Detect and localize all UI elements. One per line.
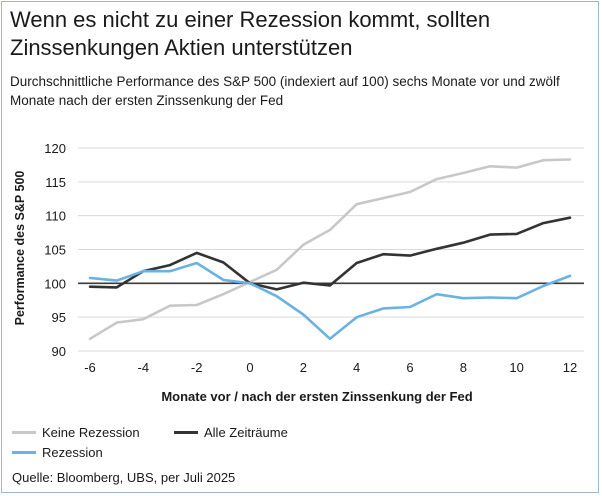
y-tick-labels: 90 95 100 105 110 115 120 bbox=[44, 141, 66, 359]
x-tick-label: 4 bbox=[353, 360, 360, 375]
x-tick-label: 10 bbox=[509, 360, 523, 375]
y-tick-label: 90 bbox=[52, 344, 66, 359]
series-line-1 bbox=[88, 216, 572, 291]
y-tick-label: 105 bbox=[44, 243, 66, 258]
y-tick-label: 115 bbox=[45, 175, 66, 190]
x-tick-label: 6 bbox=[406, 360, 413, 375]
x-tick-label: 2 bbox=[300, 360, 307, 375]
legend-item-keine-rezession: Keine Rezession bbox=[12, 424, 140, 440]
x-tick-label: 8 bbox=[460, 360, 467, 375]
legend: Keine Rezession Alle Zeiträume Rezession bbox=[12, 424, 412, 462]
y-tick-label: 120 bbox=[44, 141, 66, 156]
legend-swatch-keine-rezession bbox=[12, 430, 36, 434]
legend-label-keine-rezession: Keine Rezession bbox=[42, 424, 140, 440]
legend-swatch-alle-zeitraeume bbox=[174, 430, 198, 434]
legend-label-rezession: Rezession bbox=[42, 444, 103, 460]
legend-item-rezession: Rezession bbox=[12, 444, 103, 460]
x-axis-label: Monate vor / nach der ersten Zinssenkung… bbox=[161, 389, 472, 404]
y-tick-label: 110 bbox=[45, 209, 66, 224]
chart-subtitle: Durchschnittliche Performance des S&P 50… bbox=[10, 74, 560, 108]
grid-lines bbox=[78, 147, 584, 352]
x-tick-label: -2 bbox=[191, 360, 203, 375]
y-tick-label: 100 bbox=[44, 276, 66, 291]
series-lines bbox=[88, 158, 572, 341]
legend-label-alle-zeitraeume: Alle Zeiträume bbox=[204, 424, 288, 440]
series-line-2 bbox=[88, 261, 572, 341]
x-tick-label: 0 bbox=[246, 360, 253, 375]
series-line-0 bbox=[88, 158, 572, 341]
x-tick-label: -6 bbox=[84, 360, 96, 375]
y-tick-label: 95 bbox=[52, 310, 66, 325]
x-tick-labels: -6 -4 -2 0 2 4 6 8 10 12 bbox=[84, 360, 577, 375]
y-axis-label: Performance des S&P 500 bbox=[13, 171, 27, 326]
chart-title: Wenn es nicht zu einer Rezession kommt, … bbox=[10, 7, 491, 60]
legend-swatch-rezession bbox=[12, 450, 36, 454]
legend-item-alle-zeitraeume: Alle Zeiträume bbox=[174, 424, 288, 440]
source-note: Quelle: Bloomberg, UBS, per Juli 2025 bbox=[12, 470, 236, 485]
x-tick-label: 12 bbox=[563, 360, 577, 375]
x-tick-label: -4 bbox=[138, 360, 150, 375]
